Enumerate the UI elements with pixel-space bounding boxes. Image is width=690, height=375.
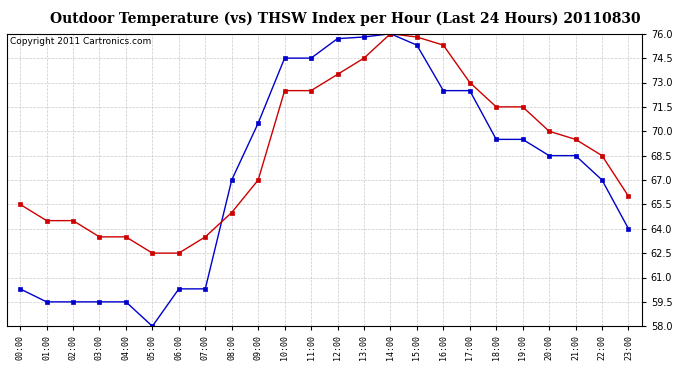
- Text: Outdoor Temperature (vs) THSW Index per Hour (Last 24 Hours) 20110830: Outdoor Temperature (vs) THSW Index per …: [50, 11, 640, 26]
- Text: Copyright 2011 Cartronics.com: Copyright 2011 Cartronics.com: [10, 37, 151, 46]
